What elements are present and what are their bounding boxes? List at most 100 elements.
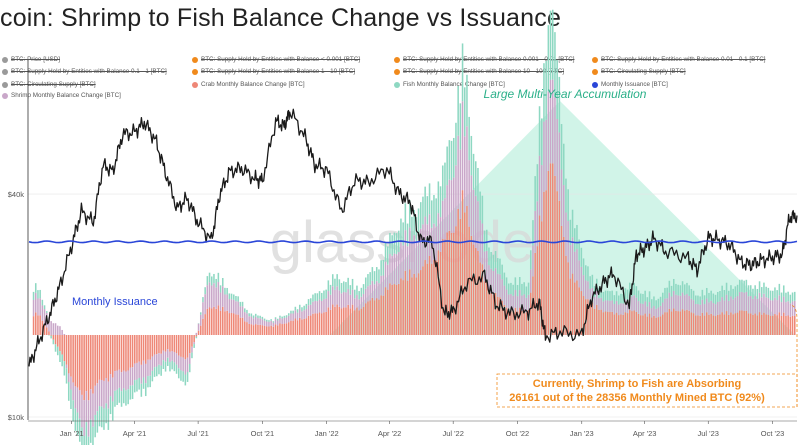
crab-bar — [650, 317, 653, 335]
fish-bar — [270, 319, 272, 321]
crab-bar — [635, 311, 638, 335]
shrimp-bar — [624, 299, 627, 313]
shrimp-bar — [670, 296, 673, 312]
fish-bar — [367, 274, 369, 287]
shrimp-bar — [100, 379, 103, 407]
crab-bar — [375, 298, 378, 335]
crab-bar — [213, 306, 215, 335]
fish-bar — [182, 371, 184, 382]
shrimp-bar — [793, 300, 796, 316]
crab-bar — [549, 163, 552, 335]
crab-bar — [373, 300, 376, 335]
crab-bar — [483, 281, 486, 335]
shrimp-bar — [129, 367, 132, 386]
fish-bar — [496, 258, 499, 274]
fish-bar — [118, 387, 121, 403]
fish-bar — [287, 313, 290, 316]
fish-bar — [259, 315, 261, 319]
shrimp-bar — [50, 321, 52, 335]
legend-item[interactable]: Crab Monthly Balance Change [BTC] — [192, 81, 305, 88]
fish-bar — [479, 191, 481, 221]
shrimp-bar — [364, 288, 367, 304]
crab-bar — [360, 308, 363, 335]
shrimp-bar — [307, 305, 310, 316]
shrimp-bar — [87, 400, 90, 437]
crab-bar — [386, 289, 389, 335]
fish-bar — [540, 118, 543, 166]
fish-bar — [290, 310, 292, 314]
crab-bar — [701, 312, 704, 335]
shrimp-bar — [492, 270, 495, 295]
shrimp-bar — [626, 300, 629, 314]
shrimp-bar — [503, 285, 506, 305]
shrimp-bar — [103, 380, 105, 409]
fish-bar — [138, 377, 140, 390]
shrimp-bar — [362, 293, 365, 307]
legend-swatch — [192, 56, 198, 63]
legend-item[interactable]: BTC: Supply Held by Entities with Balanc… — [192, 56, 360, 63]
crab-bar — [270, 325, 272, 335]
legend-item[interactable]: BTC: Supply Held by Entities with Balanc… — [2, 68, 167, 75]
fish-bar — [602, 291, 605, 302]
legend-item[interactable]: BTC: Supply Held by Entities with Balanc… — [394, 68, 564, 75]
fish-bar — [404, 203, 407, 231]
crab-bar — [745, 310, 748, 335]
shrimp-bar — [193, 342, 195, 345]
fish-bar — [292, 310, 294, 314]
crab-bar — [723, 314, 726, 335]
shrimp-bar — [749, 296, 752, 314]
crab-bar — [791, 315, 794, 335]
legend-item[interactable]: Shrimp Monthly Balance Change [BTC] — [2, 92, 121, 99]
fish-bar — [169, 362, 171, 372]
fish-bar — [147, 376, 149, 388]
legend-item[interactable]: BTC: Circulating Supply [BTC] — [2, 81, 96, 88]
shrimp-bar — [400, 242, 402, 279]
crab-bar — [369, 300, 371, 335]
legend-item[interactable]: BTC: Circulating Supply [BTC] — [592, 68, 686, 75]
shrimp-bar — [230, 299, 233, 313]
legend-item[interactable]: Monthly Issuance [BTC] — [592, 81, 668, 88]
legend-swatch — [592, 68, 598, 75]
fish-bar — [213, 273, 215, 284]
shrimp-bar — [305, 308, 308, 319]
fish-bar — [241, 301, 244, 307]
shrimp-bar — [360, 296, 363, 309]
fish-bar — [413, 210, 415, 236]
shrimp-bar — [298, 309, 301, 318]
crab-bar — [620, 314, 622, 335]
legend-item[interactable]: BTC: Price [USD] — [2, 56, 60, 63]
fish-bar — [422, 196, 424, 225]
shrimp-bar — [424, 216, 426, 261]
fish-bar — [67, 382, 70, 401]
legend-item[interactable]: Fish Monthly Balance Change [BTC] — [394, 81, 505, 88]
balance-change-bars — [32, 9, 796, 445]
shrimp-bar — [331, 286, 334, 305]
fish-bar — [514, 277, 517, 291]
crab-bar — [166, 335, 169, 350]
crab-bar — [617, 315, 620, 335]
crab-bar — [468, 226, 470, 335]
shrimp-bar — [279, 317, 281, 324]
shrimp-bar — [609, 300, 611, 313]
crab-bar — [578, 287, 580, 335]
fish-bar — [87, 436, 90, 445]
fish-bar — [635, 286, 638, 298]
fish-bar — [362, 284, 365, 294]
crab-bar — [690, 312, 693, 335]
legend-item[interactable]: BTC: Supply Held by Entities with Balanc… — [192, 68, 355, 75]
fish-bar — [516, 284, 519, 297]
legend-item[interactable]: BTC: Supply Held by Entities with Balanc… — [592, 56, 766, 63]
shrimp-bar — [468, 160, 470, 227]
shrimp-bar — [37, 298, 39, 316]
legend-item[interactable]: BTC: Supply Held by Entities with Balanc… — [394, 56, 575, 63]
fish-bar — [547, 25, 550, 92]
fish-bar — [177, 368, 180, 379]
shrimp-bar — [107, 381, 110, 409]
shrimp-bar — [470, 175, 473, 236]
shrimp-bar — [48, 317, 50, 332]
shrimp-bar — [235, 301, 237, 315]
crab-bar — [276, 325, 279, 335]
shrimp-bar — [785, 302, 787, 316]
crab-bar — [219, 310, 222, 335]
legend-swatch — [192, 68, 198, 75]
